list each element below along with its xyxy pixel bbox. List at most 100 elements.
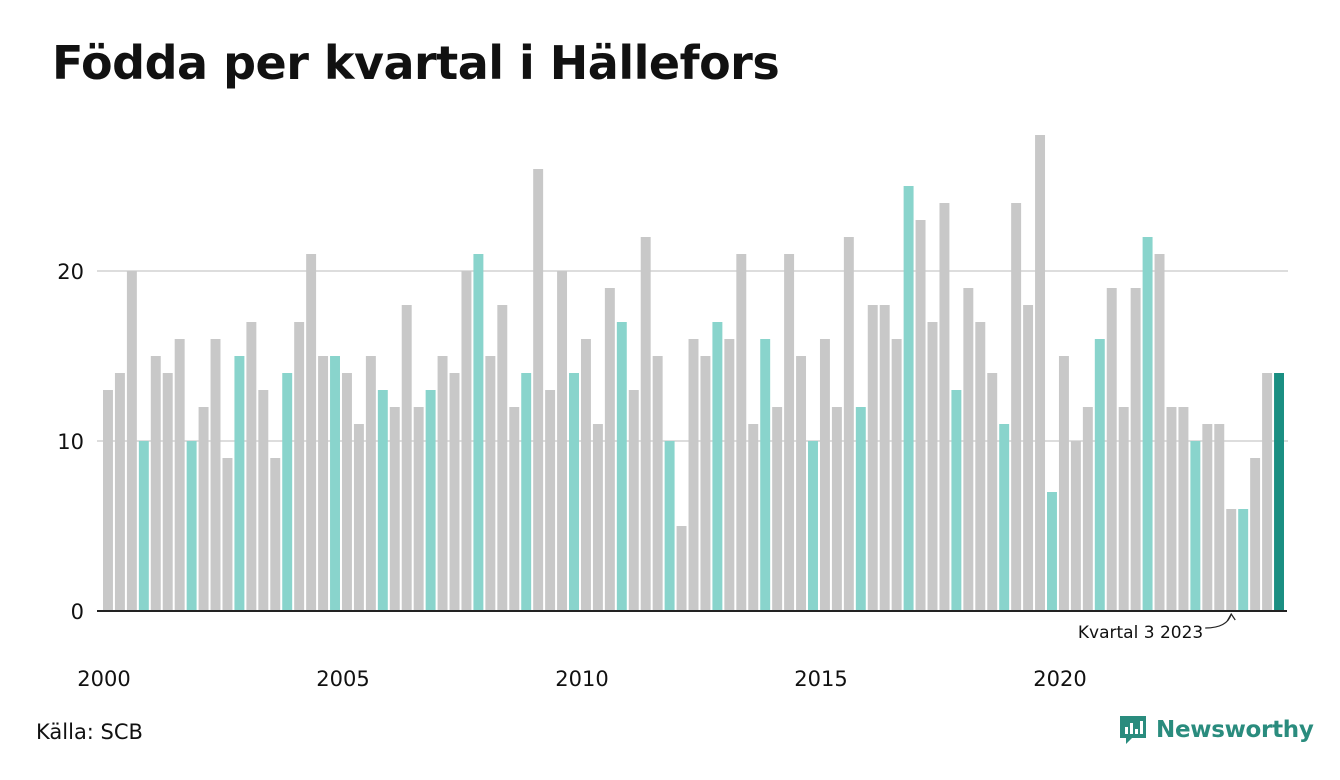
bar <box>282 373 293 611</box>
bar <box>162 373 173 611</box>
annotation-label: Kvartal 3 2023 <box>1078 623 1203 643</box>
bar <box>401 305 412 611</box>
bar <box>664 441 675 611</box>
bar <box>1047 492 1057 611</box>
bar <box>473 254 484 611</box>
bar <box>449 373 460 611</box>
bar <box>760 339 771 611</box>
y-tick-label: 0 <box>71 600 84 624</box>
bar <box>1214 424 1225 611</box>
bar <box>533 169 544 611</box>
bar <box>497 305 508 611</box>
bar <box>879 305 890 611</box>
bar <box>222 458 233 611</box>
bar <box>1130 288 1141 611</box>
bar <box>1166 407 1177 611</box>
bar <box>294 322 305 611</box>
bar <box>652 356 663 611</box>
bar <box>1118 407 1129 611</box>
bar <box>724 339 735 611</box>
bar <box>318 356 329 611</box>
bar <box>557 271 568 611</box>
bar <box>855 407 866 611</box>
bar <box>903 186 914 611</box>
bar <box>1035 135 1046 611</box>
annotation-arrowhead <box>1226 612 1236 622</box>
bar <box>425 390 436 611</box>
bar <box>485 356 496 611</box>
bar <box>306 254 317 611</box>
bar <box>1238 509 1249 611</box>
source-note: Källa: SCB <box>36 720 143 744</box>
bar <box>545 390 556 611</box>
y-tick-label: 10 <box>57 430 84 454</box>
bar <box>748 424 759 611</box>
x-tick-label: 2010 <box>555 667 608 691</box>
bar <box>700 356 711 611</box>
bar <box>1262 373 1273 611</box>
bar <box>341 373 352 611</box>
bar <box>270 458 281 611</box>
bar <box>246 322 257 611</box>
bar <box>126 271 137 611</box>
bar <box>1082 407 1093 611</box>
bar <box>437 356 448 611</box>
bar <box>1274 373 1284 611</box>
chart-title: Födda per kvartal i Hällefors <box>52 36 780 90</box>
bar <box>569 373 579 611</box>
bar <box>330 356 340 611</box>
bar <box>951 390 962 611</box>
bar <box>377 390 388 611</box>
bar <box>1011 203 1022 611</box>
bar <box>975 322 986 611</box>
bar <box>915 220 926 611</box>
bar <box>389 407 400 611</box>
newsworthy-logo-icon <box>1120 716 1146 744</box>
bar <box>150 356 161 611</box>
bar <box>939 203 950 611</box>
x-tick-label: 2020 <box>1033 667 1086 691</box>
bar <box>138 441 149 611</box>
bar <box>114 373 125 611</box>
bar <box>413 407 424 611</box>
bar <box>365 356 376 611</box>
bar <box>784 254 795 611</box>
bar <box>1202 424 1213 611</box>
bar <box>772 407 783 611</box>
bar <box>831 407 842 611</box>
bar <box>1058 356 1069 611</box>
bar <box>1226 509 1237 611</box>
bar <box>999 424 1010 611</box>
bar <box>198 407 209 611</box>
bar-series <box>103 135 1284 611</box>
bar <box>963 288 974 611</box>
bar <box>1070 441 1081 611</box>
bar <box>103 390 113 611</box>
bar <box>210 339 221 611</box>
bar <box>461 271 472 611</box>
x-tick-label: 2000 <box>77 667 130 691</box>
bar <box>736 254 747 611</box>
bar <box>712 322 723 611</box>
bar <box>1094 339 1105 611</box>
x-tick-label: 2005 <box>316 667 369 691</box>
annotation: Kvartal 3 2023 <box>1078 612 1236 643</box>
bar <box>808 441 818 611</box>
brand-logo[interactable]: Newsworthy <box>1118 714 1314 746</box>
bar <box>186 441 197 611</box>
bar <box>688 339 699 611</box>
bar <box>1106 288 1117 611</box>
tick-labels: 0 10 20 2000 2005 2010 2015 2020 <box>57 260 1086 691</box>
bar <box>580 339 591 611</box>
bar <box>1250 458 1261 611</box>
brand-name: Newsworthy <box>1156 717 1314 743</box>
bar <box>521 373 532 611</box>
bar <box>616 322 627 611</box>
x-tick-label: 2015 <box>794 667 847 691</box>
bar <box>843 237 854 611</box>
bar <box>891 339 902 611</box>
bar <box>640 237 651 611</box>
bar <box>258 390 269 611</box>
y-tick-label: 20 <box>57 260 84 284</box>
